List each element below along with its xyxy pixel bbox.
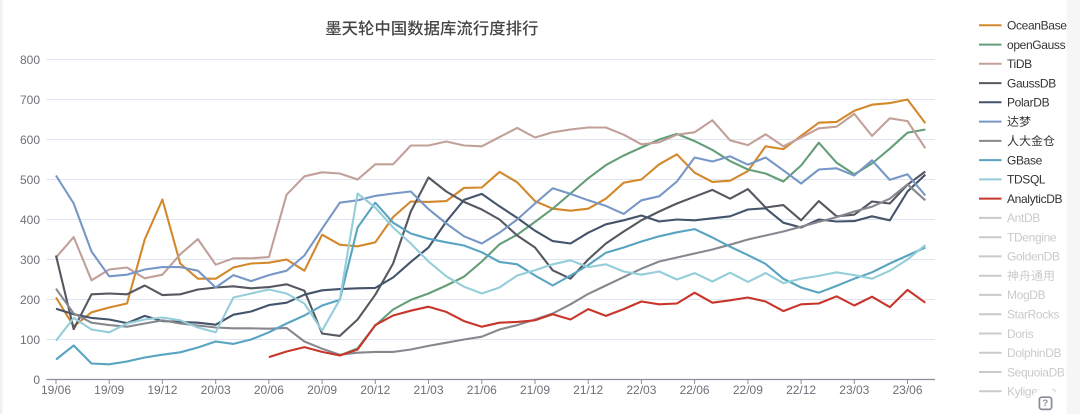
svg-text:700: 700 [20,93,40,107]
svg-text:PolarDB: PolarDB [1007,96,1050,110]
svg-text:400: 400 [20,213,40,227]
svg-text:19/09: 19/09 [94,383,124,397]
svg-text:21/12: 21/12 [573,383,603,397]
svg-text:22/06: 22/06 [680,383,710,397]
svg-text:GBase: GBase [1007,153,1043,167]
svg-text:StarRocks: StarRocks [1007,308,1060,322]
svg-text:300: 300 [20,253,40,267]
svg-text:openGauss: openGauss [1007,38,1066,52]
svg-text:TiDB: TiDB [1007,57,1032,71]
svg-text:?: ? [1042,398,1048,409]
svg-text:AnalyticDB: AnalyticDB [1007,192,1063,206]
svg-text:SequoiaDB: SequoiaDB [1007,365,1065,379]
svg-text:19/12: 19/12 [147,383,177,397]
svg-text:20/03: 20/03 [201,383,231,397]
svg-text:22/03: 22/03 [626,383,656,397]
svg-text:20/06: 20/06 [254,383,284,397]
svg-text:AntDB: AntDB [1007,211,1040,225]
svg-text:OceanBase: OceanBase [1007,19,1067,33]
svg-text:21/09: 21/09 [520,383,550,397]
svg-text:500: 500 [20,173,40,187]
svg-text:100: 100 [20,333,40,347]
svg-text:23/03: 23/03 [839,383,869,397]
svg-text:DolphinDB: DolphinDB [1007,346,1062,360]
svg-text:800: 800 [20,53,40,67]
svg-text:21/06: 21/06 [467,383,497,397]
svg-text:MogDB: MogDB [1007,288,1046,302]
svg-text:20/09: 20/09 [307,383,337,397]
svg-text:21/03: 21/03 [413,383,443,397]
svg-text:22/12: 22/12 [786,383,816,397]
svg-text:TDengine: TDengine [1007,231,1057,245]
svg-text:TDSQL: TDSQL [1007,173,1046,187]
svg-text:GaussDB: GaussDB [1007,76,1056,90]
svg-text:Doris: Doris [1007,327,1034,341]
svg-text:23/06: 23/06 [892,383,922,397]
svg-text:600: 600 [20,133,40,147]
svg-text:GoldenDB: GoldenDB [1007,250,1060,264]
svg-text:22/09: 22/09 [733,383,763,397]
svg-text:19/06: 19/06 [41,383,71,397]
svg-text:0: 0 [33,373,40,387]
svg-text:20/12: 20/12 [360,383,390,397]
svg-text:200: 200 [20,293,40,307]
